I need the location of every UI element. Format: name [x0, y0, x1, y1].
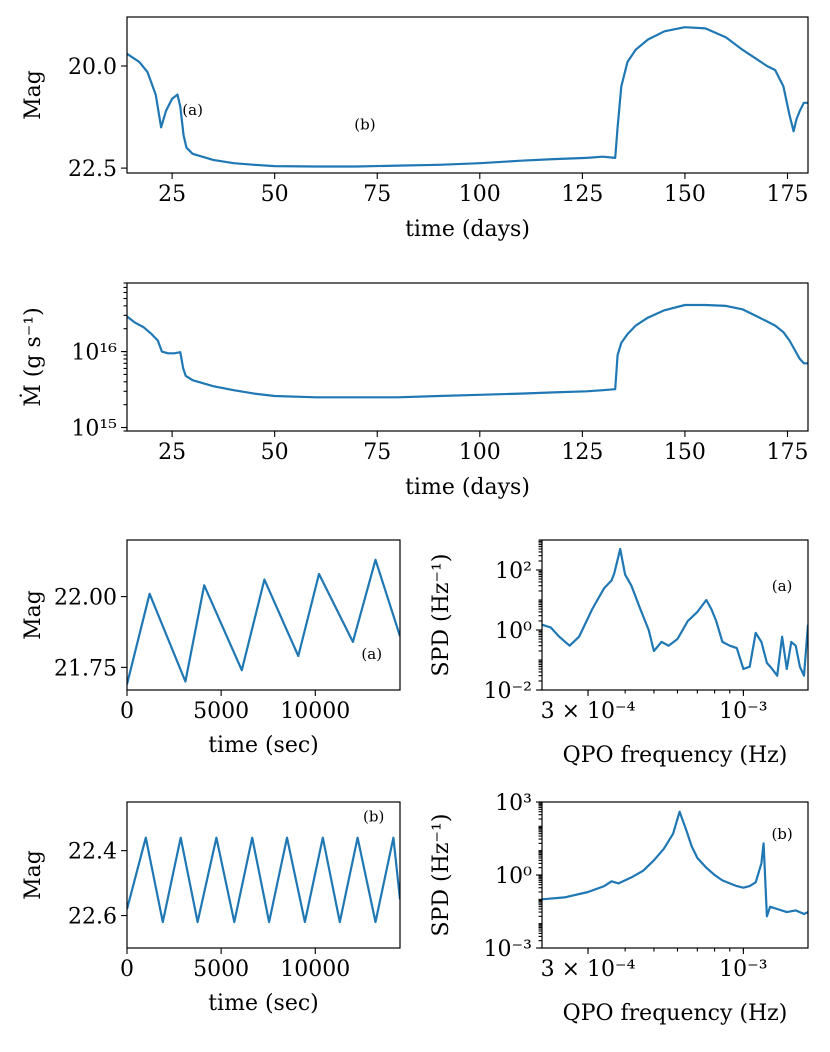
x-tick-label: 0 — [120, 957, 134, 982]
panel-5: 0 5000 10000 22.4 22.6 time (sec) Mag (b) — [21, 801, 401, 1016]
axes-frame — [126, 801, 401, 949]
y-tick-label: 10⁰ — [495, 864, 532, 889]
y-axis-label: SPD (Hz⁻¹) — [429, 554, 454, 677]
panel-annotation: (a) — [182, 101, 203, 119]
x-axis-label: time (days) — [405, 217, 530, 242]
series-line-3-1 — [127, 558, 400, 685]
panel-annotation: (a) — [772, 577, 793, 595]
x-axis-label: time (sec) — [208, 733, 319, 758]
y-tick-label: 20.0 — [68, 55, 117, 80]
y-tick-label: 22.5 — [68, 157, 117, 182]
series-line-2-1 — [127, 303, 808, 399]
x-tick-label: 25 — [158, 182, 186, 207]
x-tick-label: 50 — [261, 440, 289, 465]
x-tick-label: 10⁻³ — [719, 699, 767, 724]
panel-1: 25 50 75 100 125 150 175 20.0 22.5 time (days) Mag… — [21, 16, 809, 242]
axes-frame — [126, 539, 401, 691]
x-tick-label: 175 — [766, 440, 808, 465]
panel-4: 3 × 10⁻⁴ 10⁻³ 10⁻² 10⁰ 10² QPO frequency (Hz)… — [429, 539, 809, 768]
series-line-4-1 — [542, 547, 808, 677]
y-axis-label: Mag — [21, 70, 46, 120]
x-axis-label: QPO frequency (Hz) — [563, 743, 788, 768]
panel-3: 0 5000 10000 21.75 22.00 time (sec) Mag (a) — [21, 539, 401, 758]
x-tick-label: 0 — [120, 699, 134, 724]
y-tick-label: 22.00 — [54, 586, 117, 611]
x-axis-label: QPO frequency (Hz) — [563, 1001, 788, 1026]
x-axis-label: time (sec) — [208, 991, 319, 1016]
panel-annotation: (a) — [361, 645, 382, 663]
x-tick-label: 75 — [363, 182, 391, 207]
x-tick-label: 75 — [363, 440, 391, 465]
x-tick-label: 175 — [766, 182, 808, 207]
panel-2: 25 50 75 100 125 150 175 10¹⁵ 10¹⁶ time (days) Ṁ (… — [19, 282, 809, 500]
panel-6: 3 × 10⁻⁴ 10⁻³ 10⁻³ 10⁰ 10³ QPO frequency (Hz)… — [429, 791, 809, 1026]
panel-annotation: (b) — [363, 807, 384, 825]
x-tick-label: 150 — [664, 440, 706, 465]
x-tick-label: 10000 — [280, 699, 350, 724]
axes-frame — [541, 539, 809, 691]
x-axis-label: time (days) — [405, 475, 530, 500]
x-tick-label: 125 — [561, 440, 603, 465]
y-tick-label: 10¹⁵ — [71, 417, 117, 442]
x-tick-label: 10000 — [280, 957, 350, 982]
y-tick-label: 10⁰ — [495, 619, 532, 644]
y-axis-label: Mag — [21, 850, 46, 900]
x-tick-label: 25 — [158, 440, 186, 465]
y-tick-label: 10⁻² — [484, 679, 532, 704]
panel-annotation: (b) — [771, 825, 792, 843]
x-tick-label: 100 — [459, 440, 501, 465]
y-axis-label: Ṁ (g s⁻¹) — [19, 307, 46, 406]
x-tick-label: 150 — [664, 182, 706, 207]
x-tick-label: 125 — [561, 182, 603, 207]
y-tick-label: 10¹⁶ — [71, 341, 117, 366]
x-tick-label: 50 — [261, 182, 289, 207]
x-tick-label: 3 × 10⁻⁴ — [541, 699, 636, 724]
y-tick-label: 10³ — [495, 791, 532, 816]
y-tick-label: 22.6 — [68, 905, 117, 930]
x-tick-label: 100 — [459, 182, 501, 207]
series-line-1-1 — [127, 26, 808, 168]
x-tick-label: 5000 — [193, 957, 249, 982]
series-line-6-1 — [542, 810, 808, 918]
x-tick-label: 3 × 10⁻⁴ — [541, 957, 636, 982]
series-line-5-1 — [127, 836, 400, 924]
y-tick-label: 10⁻³ — [484, 937, 532, 962]
x-tick-label: 5000 — [193, 699, 249, 724]
y-axis-label: SPD (Hz⁻¹) — [429, 814, 454, 937]
y-tick-label: 22.4 — [68, 840, 117, 865]
y-axis-label: Mag — [21, 590, 46, 640]
y-tick-label: 21.75 — [54, 656, 117, 681]
panel-annotation: (b) — [354, 115, 375, 133]
axes-frame — [126, 16, 809, 174]
y-tick-label: 10² — [495, 559, 532, 584]
x-tick-label: 10⁻³ — [719, 957, 767, 982]
axes-frame — [126, 282, 809, 432]
